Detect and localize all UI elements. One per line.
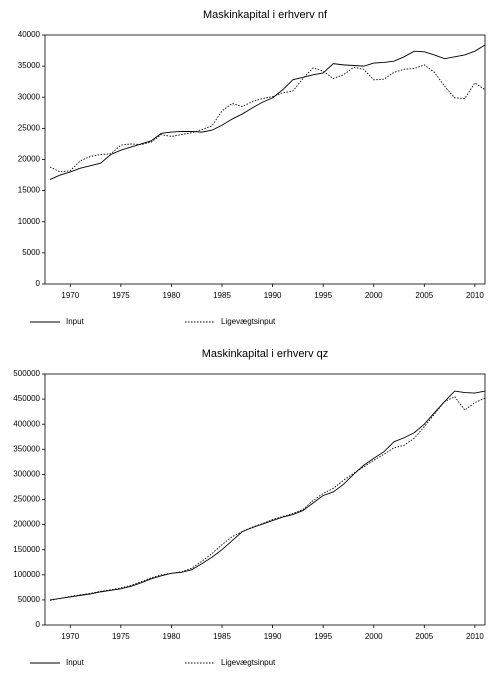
data-line	[49, 44, 486, 180]
data-line	[49, 390, 486, 601]
y-tick-label: 150000	[13, 545, 40, 554]
y-tick-label: 10000	[18, 217, 41, 226]
x-tick-label: 1985	[213, 632, 231, 641]
x-tick-label: 1975	[112, 632, 130, 641]
y-tick-label: 350000	[13, 444, 40, 453]
y-tick-label: 500000	[13, 369, 40, 378]
x-tick-label: 1990	[264, 632, 282, 641]
plot-frame	[44, 373, 486, 626]
chart-title: Maskinkapital i erhverv nf	[203, 9, 328, 21]
y-tick-label: 25000	[18, 123, 41, 132]
x-tick-label: 1985	[213, 291, 231, 300]
x-tick-label: 2000	[365, 632, 383, 641]
plot-frame	[44, 34, 486, 285]
y-tick-label: 50000	[18, 595, 41, 604]
x-tick-label: 1995	[314, 291, 332, 300]
y-tick-label: 40000	[18, 30, 41, 39]
chart-title: Maskinkapital i erhverv qz	[202, 348, 329, 360]
x-tick-label: 1980	[163, 291, 181, 300]
x-tick-label: 1980	[163, 632, 181, 641]
y-tick-label: 200000	[13, 520, 40, 529]
x-tick-label: 2010	[466, 291, 484, 300]
data-line	[49, 64, 486, 173]
y-tick-label: 20000	[18, 155, 41, 164]
y-tick-label: 250000	[13, 495, 40, 504]
y-tick-label: 0	[36, 279, 41, 288]
x-tick-label: 2000	[365, 291, 383, 300]
y-tick-label: 35000	[18, 61, 41, 70]
y-tick-label: 5000	[22, 248, 40, 257]
y-tick-label: 450000	[13, 394, 40, 403]
x-tick-label: 1995	[314, 632, 332, 641]
y-tick-label: 15000	[18, 186, 41, 195]
x-tick-label: 1970	[61, 632, 79, 641]
y-tick-label: 30000	[18, 92, 41, 101]
x-tick-label: 2010	[466, 632, 484, 641]
x-tick-label: 1990	[264, 291, 282, 300]
x-tick-label: 2005	[415, 291, 433, 300]
x-tick-label: 2005	[415, 632, 433, 641]
data-line	[49, 396, 486, 601]
legend-label: Ligevægtsinput	[221, 317, 276, 326]
x-tick-label: 1975	[112, 291, 130, 300]
y-tick-label: 100000	[13, 570, 40, 579]
y-tick-label: 300000	[13, 470, 40, 479]
legend-label: Input	[66, 658, 85, 667]
x-tick-label: 1970	[61, 291, 79, 300]
legend-label: Ligevægtsinput	[221, 658, 276, 667]
y-tick-label: 400000	[13, 419, 40, 428]
y-tick-label: 0	[36, 620, 41, 629]
legend-label: Input	[66, 317, 85, 326]
